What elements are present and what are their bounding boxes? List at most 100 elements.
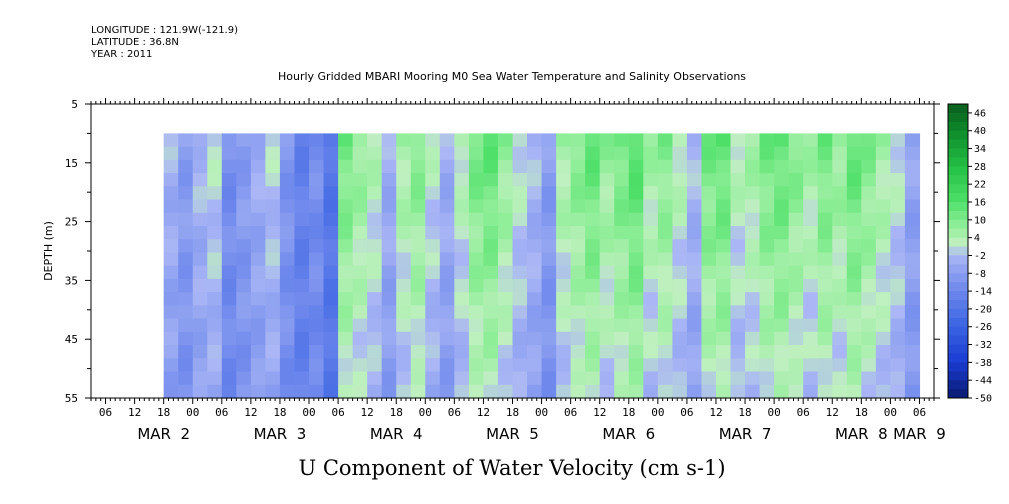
heatmap-cell: [192, 265, 208, 280]
heatmap-cell: [468, 265, 485, 280]
heatmap-cell: [192, 173, 208, 187]
heatmap-cell: [468, 345, 485, 359]
heatmap-cell: [846, 384, 862, 399]
heatmap-cell: [832, 265, 848, 280]
colorbar-swatch: [948, 264, 968, 274]
heatmap-cell: [774, 305, 790, 320]
colorbar-swatch: [948, 237, 968, 248]
heatmap-cell: [381, 212, 397, 227]
heatmap-cell: [570, 133, 586, 148]
heatmap-cell: [294, 371, 310, 386]
heatmap-cell: [614, 345, 630, 359]
heatmap-cell: [541, 146, 557, 161]
heatmap-cell: [585, 199, 601, 214]
heatmap-cell: [352, 186, 368, 201]
heatmap-cell: [265, 278, 281, 293]
x-hour-tick-label: 18: [390, 406, 403, 419]
y-tick-label: 25: [65, 216, 78, 229]
heatmap-cell: [686, 384, 703, 399]
heatmap-cell: [817, 159, 833, 174]
heatmap-cell: [570, 159, 586, 174]
heatmap-cell: [904, 278, 921, 293]
heatmap-cell: [309, 239, 325, 254]
heatmap-cell: [585, 345, 601, 359]
heatmap-cell: [483, 252, 499, 267]
heatmap-cell: [454, 278, 470, 293]
heatmap-cell: [323, 252, 339, 267]
heatmap-cell: [352, 318, 368, 333]
heatmap-cell: [425, 146, 441, 161]
heatmap-cell: [890, 278, 906, 293]
heatmap-cell: [672, 173, 688, 187]
colorbar-swatch: [948, 344, 968, 354]
heatmap-cell: [381, 159, 397, 174]
heatmap-cell: [715, 146, 732, 161]
heatmap-cell: [730, 146, 746, 161]
heatmap-cell: [454, 384, 470, 399]
heatmap-cell: [265, 358, 281, 373]
heatmap-cell: [715, 239, 732, 254]
heatmap-cell: [294, 305, 310, 320]
heatmap-cell: [265, 173, 281, 187]
heatmap-cell: [541, 226, 557, 240]
heatmap-cell: [817, 212, 833, 227]
heatmap-cell: [672, 226, 688, 240]
heatmap-cell: [483, 371, 499, 386]
colorbar-swatch: [948, 148, 968, 158]
heatmap-cell: [788, 186, 804, 201]
heatmap-cell: [396, 226, 412, 240]
heatmap-cell: [265, 212, 281, 227]
heatmap-cell: [556, 318, 572, 333]
heatmap-cell: [381, 226, 397, 240]
heatmap-cell: [410, 265, 426, 280]
heatmap-cell: [338, 159, 354, 174]
colorbar-label: 4: [974, 233, 980, 244]
heatmap-cell: [759, 318, 775, 333]
x-hour-tick-label: 06: [680, 406, 693, 419]
heatmap-cell: [221, 292, 237, 306]
heatmap-cell: [904, 239, 921, 254]
heatmap-cell: [614, 265, 630, 280]
heatmap-cell: [788, 226, 804, 240]
heatmap-cell: [221, 305, 237, 320]
heatmap-cell: [279, 159, 296, 174]
heatmap-cell: [279, 133, 296, 148]
heatmap-cell: [163, 292, 179, 306]
heatmap-cell: [832, 371, 848, 386]
heatmap-cell: [236, 358, 252, 373]
heatmap-cell: [846, 305, 862, 320]
heatmap-cell: [774, 133, 790, 148]
heatmap-cell: [730, 305, 746, 320]
heatmap-cell: [207, 371, 223, 386]
heatmap-cell: [410, 173, 426, 187]
heatmap-cell: [803, 186, 819, 201]
heatmap-cell: [425, 173, 441, 187]
heatmap-cell: [439, 173, 455, 187]
heatmap-cell: [759, 371, 775, 386]
x-day-label: MAR 5: [486, 425, 539, 443]
heatmap-cell: [265, 292, 281, 306]
heatmap-cell: [657, 358, 673, 373]
heatmap-cell: [236, 173, 252, 187]
heatmap-cell: [875, 173, 891, 187]
heatmap-cell: [410, 199, 426, 214]
heatmap-cell: [178, 146, 194, 161]
heatmap-cell: [309, 133, 325, 148]
colorbar-swatch: [948, 300, 968, 310]
heatmap-cell: [759, 173, 775, 187]
heatmap-cell: [483, 159, 499, 174]
heatmap-cell: [352, 345, 368, 359]
heatmap-cell: [861, 318, 877, 333]
heatmap-cell: [250, 292, 267, 306]
heatmap-cell: [367, 186, 383, 201]
heatmap-cell: [468, 318, 485, 333]
heatmap-cell: [192, 226, 208, 240]
heatmap-cell: [207, 226, 223, 240]
heatmap-cell: [730, 371, 746, 386]
heatmap-cell: [846, 265, 862, 280]
heatmap-cell: [701, 278, 717, 293]
heatmap-cell: [178, 173, 194, 187]
heatmap-cell: [686, 371, 703, 386]
heatmap-cell: [454, 318, 470, 333]
heatmap-cell: [294, 345, 310, 359]
